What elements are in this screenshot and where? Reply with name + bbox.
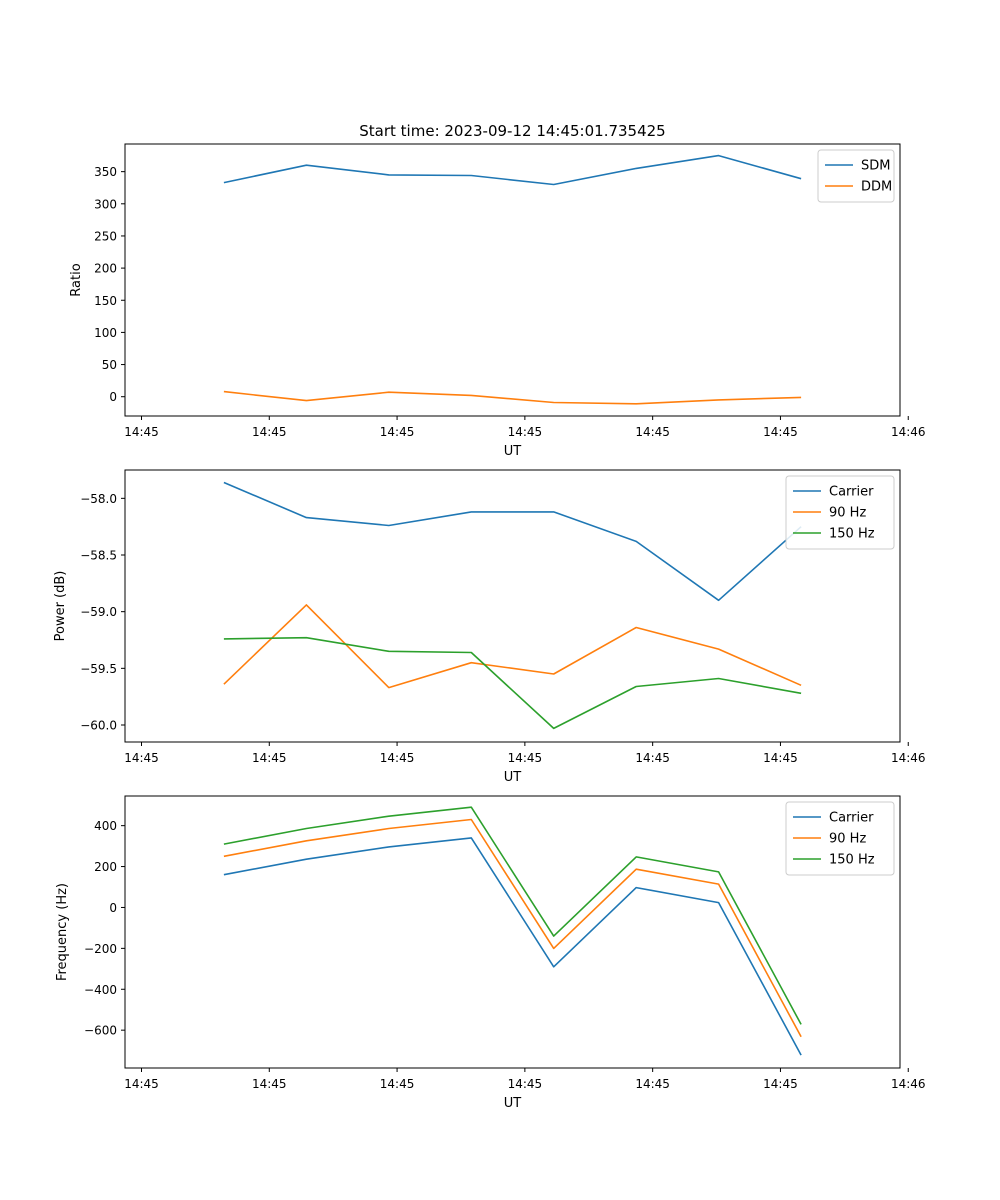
power-series-line-carrier	[223, 481, 802, 602]
power-y-axis-label: Power (dB)	[53, 571, 68, 642]
subplot-power: 14:45 14:45 14:45 14:45 14:45 14:45 14:46 −58.0…	[53, 469, 926, 785]
ratio-axes-frame	[124, 143, 901, 417]
ratio-y-tick-label: 0	[109, 390, 117, 404]
power-y-tick-label: −58.0	[80, 492, 117, 506]
frequency-x-tick-label: 14:45	[380, 1077, 415, 1091]
ratio-x-tick-label: 14:45	[508, 425, 543, 439]
ratio-y-axis-label: Ratio	[69, 263, 84, 296]
power-x-tick-label: 14:45	[508, 751, 543, 765]
frequency-y-tick-label: 400	[94, 819, 117, 833]
subplot-ratio: 14:45 14:45 14:45 14:45 14:45 14:45 14:46 0 50 10…	[69, 143, 926, 459]
power-axes-frame	[124, 469, 901, 743]
ratio-legend-label: SDM	[861, 159, 890, 174]
frequency-legend-label: Carrier	[829, 811, 874, 826]
subplot-frequency: 14:45 14:45 14:45 14:45 14:45 14:45 14:46 400 20…	[55, 795, 926, 1111]
power-legend-label: Carrier	[829, 485, 874, 500]
frequency-x-tick-label: 14:45	[252, 1077, 287, 1091]
power-series-line-150-hz	[223, 636, 802, 730]
ratio-x-tick-label: 14:45	[763, 425, 798, 439]
power-x-tick-label: 14:45	[252, 751, 287, 765]
ratio-y-tick-label: 300	[94, 197, 117, 211]
ratio-x-tick-label: 14:45	[635, 425, 670, 439]
frequency-legend-label: 150 Hz	[829, 853, 875, 868]
power-x-tick-label: 14:45	[380, 751, 415, 765]
ratio-x-tick-label: 14:45	[380, 425, 415, 439]
ratio-series-line-ddm	[223, 390, 802, 405]
frequency-x-tick-label: 14:45	[508, 1077, 543, 1091]
frequency-x-axis-label: UT	[504, 1096, 522, 1111]
frequency-legend-label: 90 Hz	[829, 832, 866, 847]
frequency-x-tick-label: 14:45	[635, 1077, 670, 1091]
ratio-legend-label: DDM	[861, 180, 892, 195]
ratio-y-tick-label: 150	[94, 294, 117, 308]
frequency-legend: Carrier 90 Hz 150 Hz	[785, 801, 895, 876]
power-legend: Carrier 90 Hz 150 Hz	[785, 475, 895, 550]
frequency-x-tick-label: 14:46	[891, 1077, 926, 1091]
frequency-y-tick-label: −600	[84, 1024, 117, 1038]
ratio-y-tick-label: 50	[102, 358, 117, 372]
ratio-y-tick-label: 200	[94, 262, 117, 276]
ratio-x-tick-label: 14:45	[252, 425, 287, 439]
ratio-y-tick-label: 100	[94, 326, 117, 340]
frequency-series-line-90-hz	[223, 818, 802, 1038]
power-x-tick-label: 14:45	[635, 751, 670, 765]
power-legend-label: 90 Hz	[829, 506, 866, 521]
figure-title: Start time: 2023-09-12 14:45:01.735425	[359, 122, 665, 140]
power-legend-label: 150 Hz	[829, 527, 875, 542]
ratio-y-tick-label: 350	[94, 165, 117, 179]
ratio-series-line-sdm	[223, 154, 802, 186]
frequency-axes-frame	[124, 795, 901, 1069]
power-x-tick-label: 14:45	[124, 751, 159, 765]
ratio-x-tick-label: 14:45	[124, 425, 159, 439]
frequency-x-tick-label: 14:45	[124, 1077, 159, 1091]
ratio-legend: SDM DDM	[817, 149, 895, 203]
power-y-tick-label: −59.0	[80, 605, 117, 619]
frequency-y-tick-label: −400	[84, 983, 117, 997]
frequency-x-tick-label: 14:45	[763, 1077, 798, 1091]
power-y-tick-label: −60.0	[80, 719, 117, 733]
power-legend-box	[785, 475, 895, 550]
power-series-line-90-hz	[223, 604, 802, 689]
ratio-x-tick-label: 14:46	[891, 425, 926, 439]
frequency-series-line-carrier	[223, 837, 802, 1056]
power-x-tick-label: 14:45	[763, 751, 798, 765]
frequency-y-tick-label: 200	[94, 860, 117, 874]
frequency-y-tick-label: 0	[109, 901, 117, 915]
ratio-legend-box	[817, 149, 895, 203]
frequency-y-tick-label: −200	[84, 942, 117, 956]
frequency-y-axis-label: Frequency (Hz)	[55, 883, 70, 981]
power-x-axis-label: UT	[504, 770, 522, 785]
ratio-x-axis-label: UT	[504, 444, 522, 459]
frequency-legend-box	[785, 801, 895, 876]
power-y-tick-label: −59.5	[80, 662, 117, 676]
power-y-tick-label: −58.5	[80, 549, 117, 563]
frequency-series-line-150-hz	[223, 806, 802, 1025]
ratio-y-tick-label: 250	[94, 229, 117, 243]
power-x-tick-label: 14:46	[891, 751, 926, 765]
